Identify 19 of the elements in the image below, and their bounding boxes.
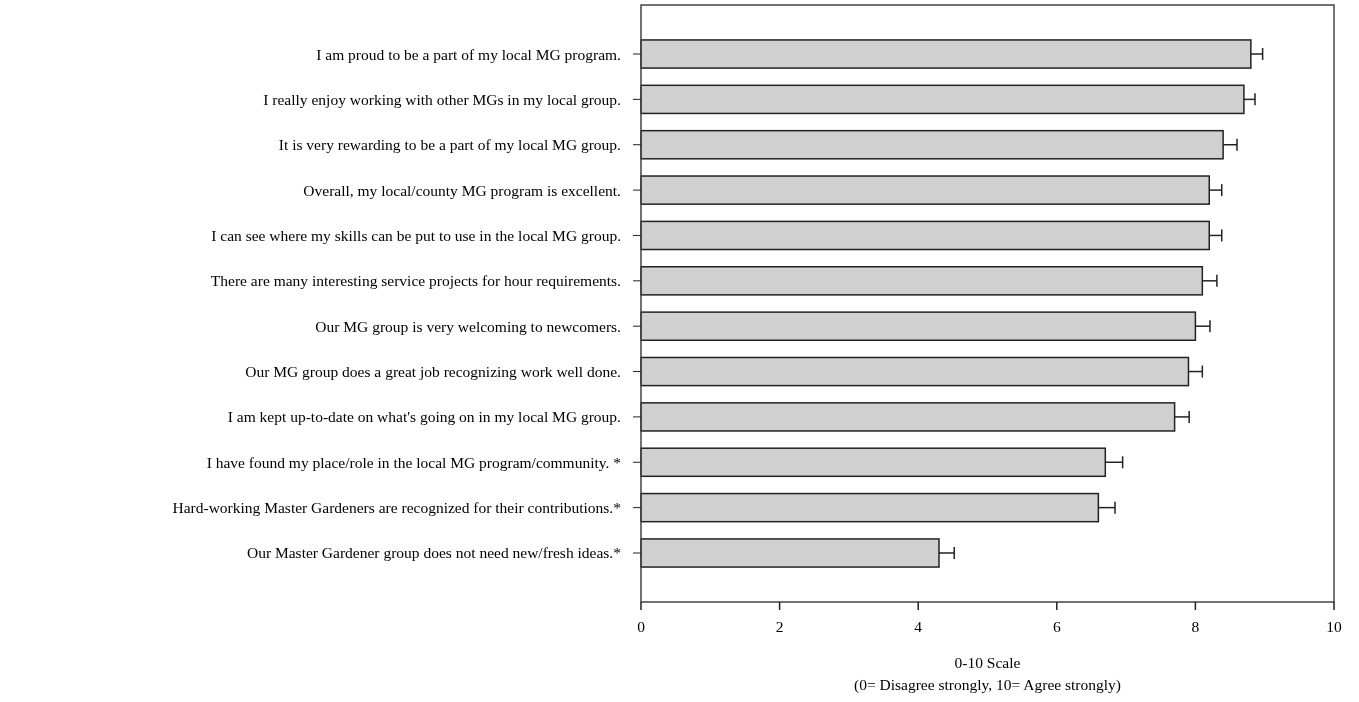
x-tick-label: 0 — [637, 618, 646, 635]
x-tick-label: 4 — [914, 618, 923, 635]
y-tick-label: I have found my place/role in the local MG program/community. * — [206, 453, 622, 471]
x-tick-label: 10 — [1326, 618, 1342, 635]
y-tick-label: Our MG group is very welcoming to newcomers. — [315, 317, 621, 335]
x-tick-label: 2 — [775, 618, 784, 635]
y-tick-label: I am proud to be a part of my local MG program. — [316, 45, 621, 63]
y-tick-label: I am kept up-to-date on what's going on in my local MG group. — [227, 408, 621, 426]
y-tick-label: I really enjoy working with other MGs in my local group. — [263, 90, 621, 108]
x-tick-label: 8 — [1191, 618, 1200, 635]
x-axis-title: 0-10 Scale (0= Disagree strongly, 10= Agree strongly) — [853, 654, 1122, 694]
x-tick-label: 6 — [1052, 618, 1061, 635]
y-tick-label: Our Master Gardener group does not need new/fresh ideas.* — [246, 544, 622, 562]
y-tick-label: It is very rewarding to be a part of my local MG group. — [278, 136, 621, 154]
y-tick-label: There are many interesting service projects for hour requirements. — [210, 272, 621, 290]
y-tick-label: Overall, my local/county MG program is excellent. — [303, 181, 621, 199]
y-tick-label: Hard-working Master Gardeners are recognized for their contributions.* — [172, 499, 622, 517]
y-tick-label: I can see where my skills can be put to use in the local MG group. — [211, 226, 621, 244]
y-tick-label: Our MG group does a great job recognizing work well done. — [245, 363, 621, 381]
